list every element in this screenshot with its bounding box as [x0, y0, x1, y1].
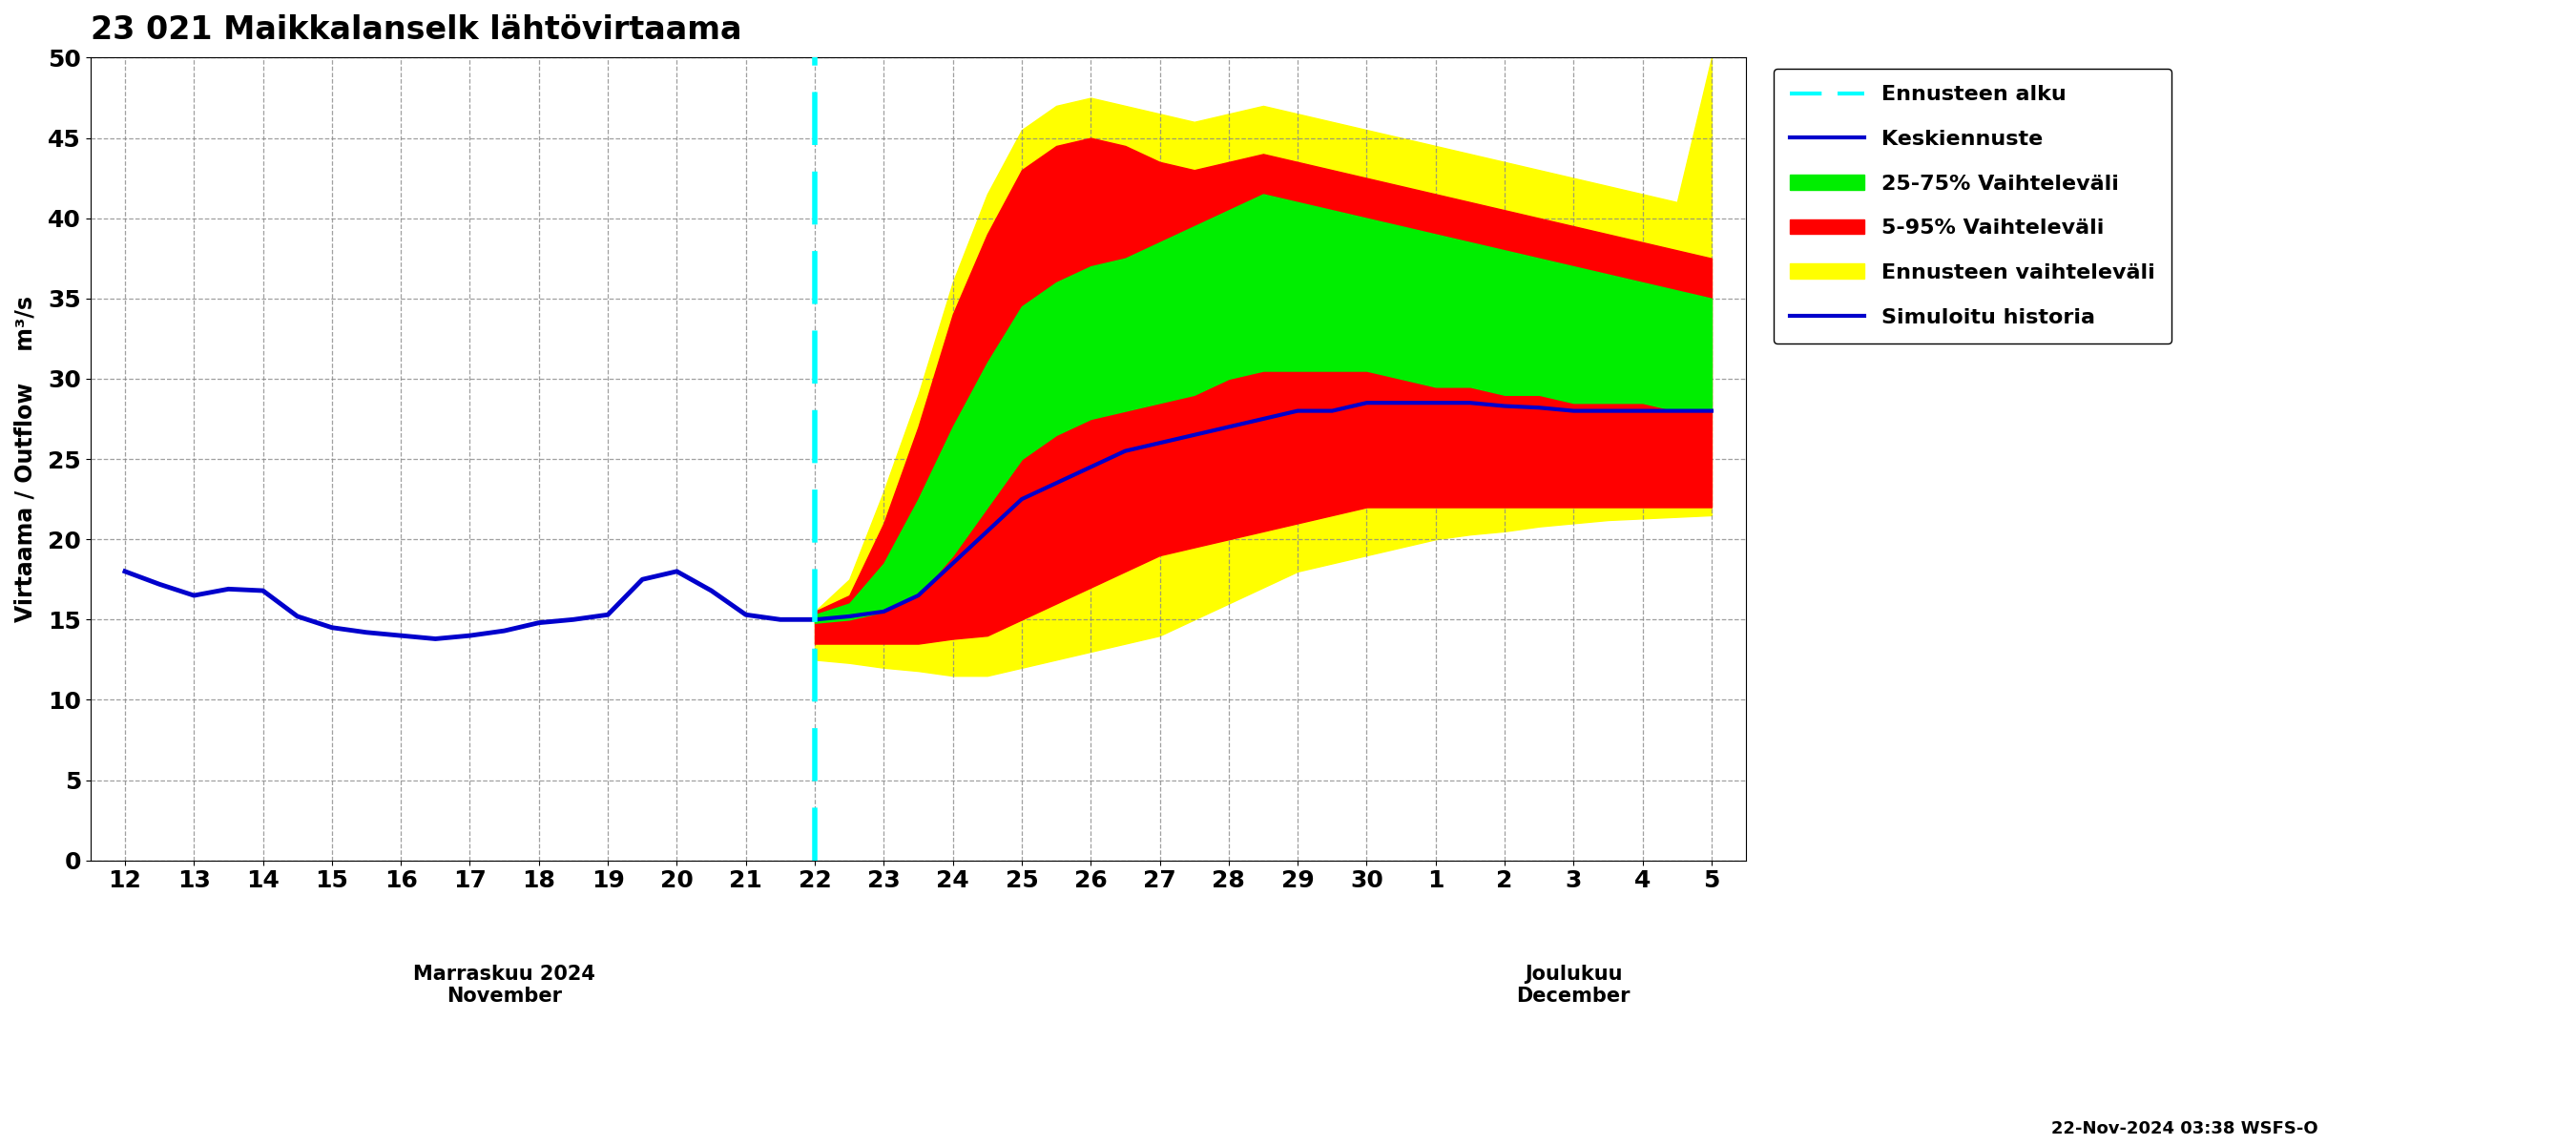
- Text: 22-Nov-2024 03:38 WSFS-O: 22-Nov-2024 03:38 WSFS-O: [2050, 1120, 2318, 1137]
- Y-axis label: Virtaama / Outflow    m³/s: Virtaama / Outflow m³/s: [15, 295, 36, 622]
- Text: Joulukuu
December: Joulukuu December: [1517, 965, 1631, 1006]
- Legend: Ennusteen alku, Keskiennuste, 25-75% Vaihteleväli, 5-95% Vaihteleväli, Ennusteen: Ennusteen alku, Keskiennuste, 25-75% Vai…: [1772, 69, 2172, 344]
- Text: 23 021 Maikkalanselk lähtövirtaama: 23 021 Maikkalanselk lähtövirtaama: [90, 14, 742, 46]
- Text: Marraskuu 2024
November: Marraskuu 2024 November: [412, 965, 595, 1006]
